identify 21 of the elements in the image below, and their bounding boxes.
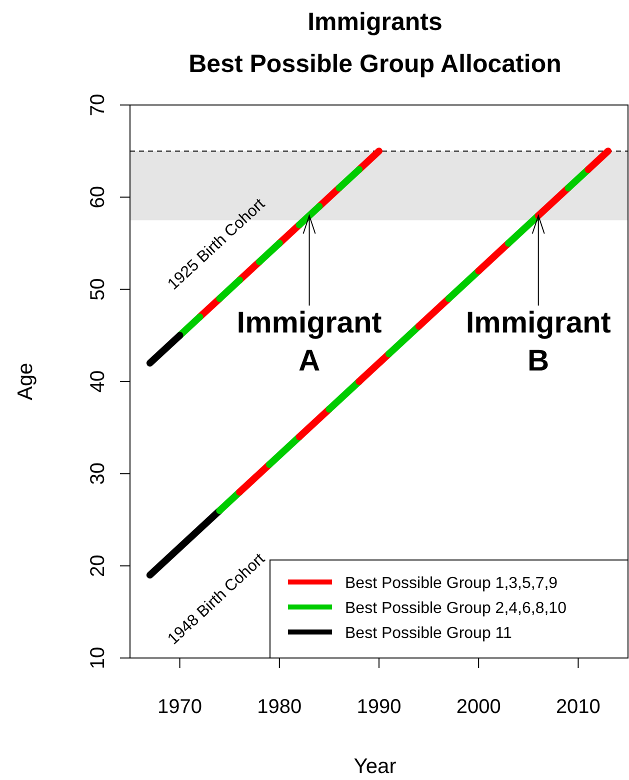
chart-title: Immigrants	[308, 8, 442, 36]
x-tick-label: 1990	[356, 696, 402, 718]
y-tick-label: 30	[87, 462, 109, 485]
annotation: Immigrant B	[466, 306, 611, 378]
y-tick-label: 20	[87, 554, 109, 577]
x-tick-label: 2010	[556, 696, 600, 718]
legend-label: Best Possible Group 1,3,5,7,9	[345, 575, 558, 592]
chart-subtitle: Best Possible Group Allocation	[188, 50, 562, 78]
y-tick-label: 60	[87, 186, 109, 208]
y-tick-label: 50	[87, 278, 109, 300]
legend-label: Best Possible Group 2,4,6,8,10	[345, 600, 567, 617]
x-axis-title: Year	[354, 755, 396, 778]
x-tick-label: 1980	[257, 696, 302, 718]
y-axis-title: Age	[14, 362, 37, 400]
legend-label: Best Possible Group 11	[345, 625, 512, 642]
x-tick-label: 2000	[456, 696, 501, 718]
y-tick-label: 40	[87, 370, 109, 393]
y-tick-label: 10	[87, 646, 109, 670]
annotation: Immigrant A	[236, 306, 382, 378]
y-tick-label: 70	[87, 94, 109, 116]
x-tick-label: 1970	[158, 696, 202, 718]
